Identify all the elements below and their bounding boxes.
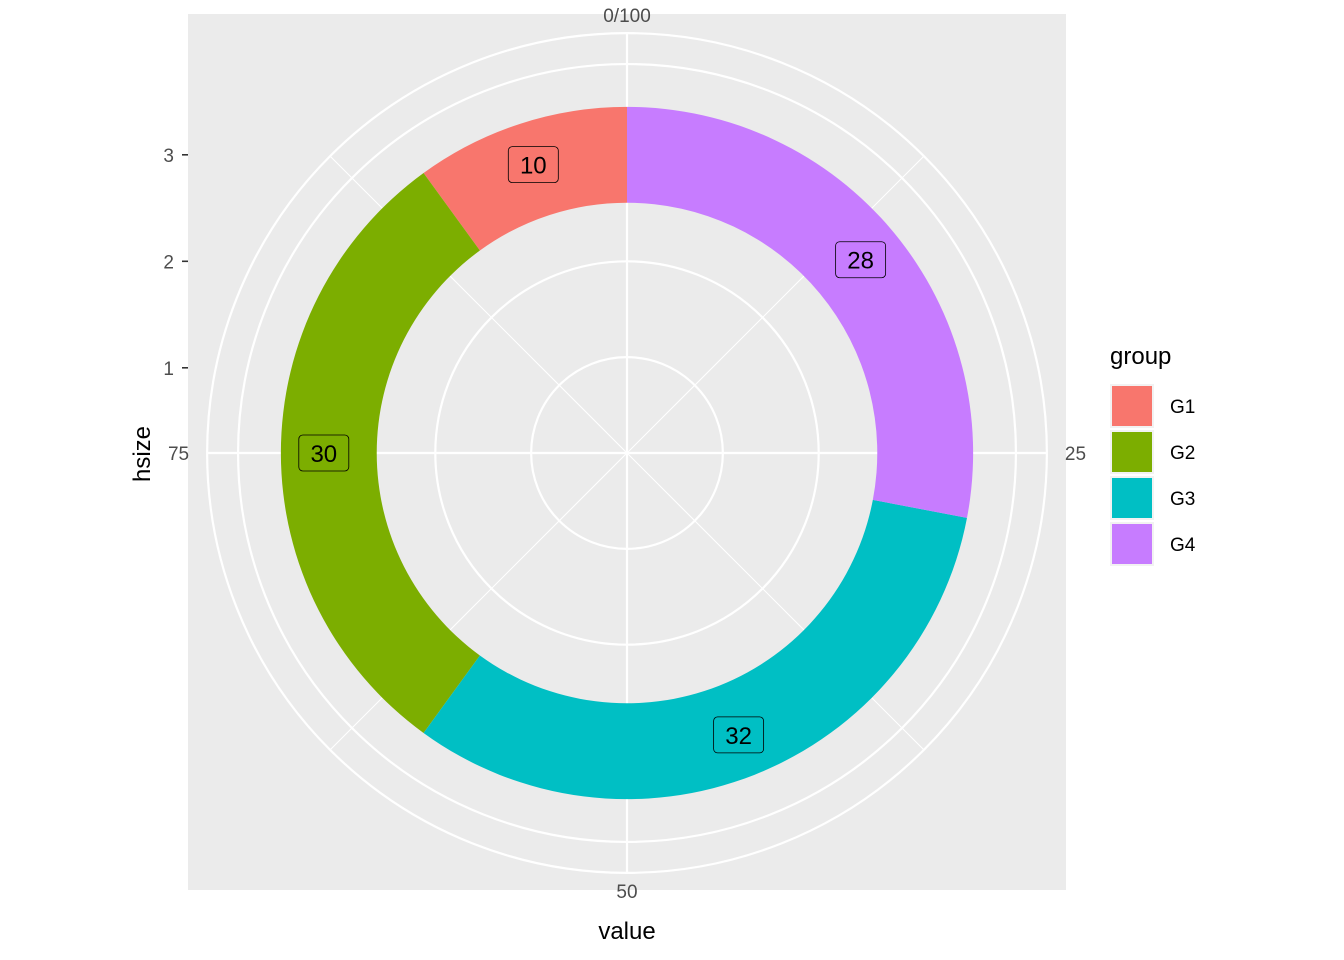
y-axis-title: hsize	[129, 426, 156, 482]
legend-key-G3	[1112, 478, 1152, 518]
theta-tick-label: 75	[168, 444, 189, 465]
radial-ticks: 1 2 3	[163, 146, 188, 380]
legend-key-G2	[1112, 432, 1152, 472]
legend-key-G1	[1112, 386, 1152, 426]
theta-grid-line	[329, 452, 628, 751]
polar-grid	[206, 32, 1048, 874]
theta-tick-label: 25	[1065, 444, 1086, 465]
slice-value-label: 10	[520, 153, 547, 180]
slice-value-label: 30	[310, 441, 337, 468]
theta-grid-line	[329, 155, 628, 454]
slice-labels: 10 30 32 28	[298, 146, 887, 754]
theta-tick-label: 50	[616, 882, 637, 903]
slice-G4	[627, 106, 974, 518]
legend-label-G2: G2	[1170, 443, 1195, 464]
slice-label-box	[298, 434, 350, 472]
slice-label-box	[713, 716, 765, 754]
legend-title: group	[1110, 343, 1171, 370]
theta-tick-label: 0/100	[603, 6, 651, 27]
theta-grid-line	[626, 452, 925, 751]
slice-label-G4: 28	[835, 241, 887, 279]
slice-label-box	[835, 241, 887, 279]
legend: group G1 G2 G3 G4	[1110, 343, 1196, 566]
slice-label-G3: 32	[713, 716, 765, 754]
radial-tick-label: 3	[163, 146, 174, 167]
slice-label-G2: 30	[298, 434, 350, 472]
slice-value-label: 32	[725, 723, 752, 750]
legend-label-G1: G1	[1170, 397, 1195, 418]
slice-value-label: 28	[847, 248, 874, 275]
slice-label-box	[507, 146, 559, 184]
slice-label-G1: 10	[507, 146, 559, 184]
slice-G3	[423, 499, 967, 800]
radial-tick-label: 2	[163, 252, 174, 273]
radial-tick-label: 1	[163, 359, 174, 380]
theta-ticks: 0/100 25 50 75	[168, 6, 1086, 903]
legend-label-G3: G3	[1170, 489, 1195, 510]
theta-grid-line	[626, 155, 925, 454]
legend-key-G4	[1112, 524, 1152, 564]
x-axis-title: value	[598, 918, 655, 945]
legend-label-G4: G4	[1170, 535, 1196, 556]
slice-G2	[280, 172, 480, 734]
